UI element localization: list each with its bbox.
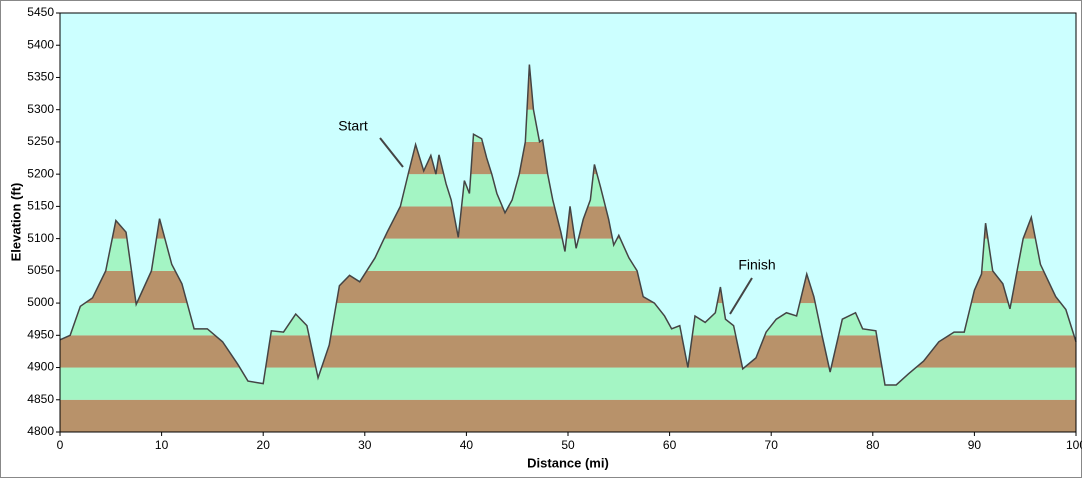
x-axis-title: Distance (mi) [527, 455, 609, 470]
y-tick-label: 5400 [27, 37, 54, 51]
x-tick-label: 70 [765, 438, 779, 452]
x-tick-label: 30 [358, 438, 372, 452]
y-tick-label: 5100 [27, 231, 54, 245]
x-tick-label: 80 [866, 438, 880, 452]
annotation: Start [338, 118, 368, 134]
x-tick-label: 90 [968, 438, 982, 452]
annotation-leader [379, 137, 404, 168]
annotation: Finish [738, 257, 775, 273]
y-tick-label: 4950 [27, 327, 54, 341]
x-tick-label: 10 [155, 438, 169, 452]
x-tick-label: 100 [1066, 438, 1082, 452]
x-tick-label: 40 [460, 438, 474, 452]
y-tick-label: 5200 [27, 166, 54, 180]
elevation-band [60, 367, 1076, 400]
x-tick-label: 50 [561, 438, 575, 452]
annotation-leader [729, 277, 753, 315]
y-tick-label: 5150 [27, 199, 54, 213]
x-tick-label: 60 [663, 438, 677, 452]
y-axis-title: Elevation (ft) [8, 183, 23, 262]
y-tick-label: 5000 [27, 295, 54, 309]
x-tick-label: 20 [257, 438, 271, 452]
y-tick-label: 5350 [27, 70, 54, 84]
y-tick-label: 5300 [27, 102, 54, 116]
y-tick-label: 5450 [27, 5, 54, 19]
y-tick-label: 4850 [27, 392, 54, 406]
elevation-line [59, 64, 1077, 386]
elevation-band [60, 399, 1076, 432]
y-tick-label: 4900 [27, 360, 54, 374]
y-tick-label: 4800 [27, 424, 54, 438]
y-tick-label: 5250 [27, 134, 54, 148]
x-tick-label: 0 [57, 438, 64, 452]
y-tick-label: 5050 [27, 263, 54, 277]
